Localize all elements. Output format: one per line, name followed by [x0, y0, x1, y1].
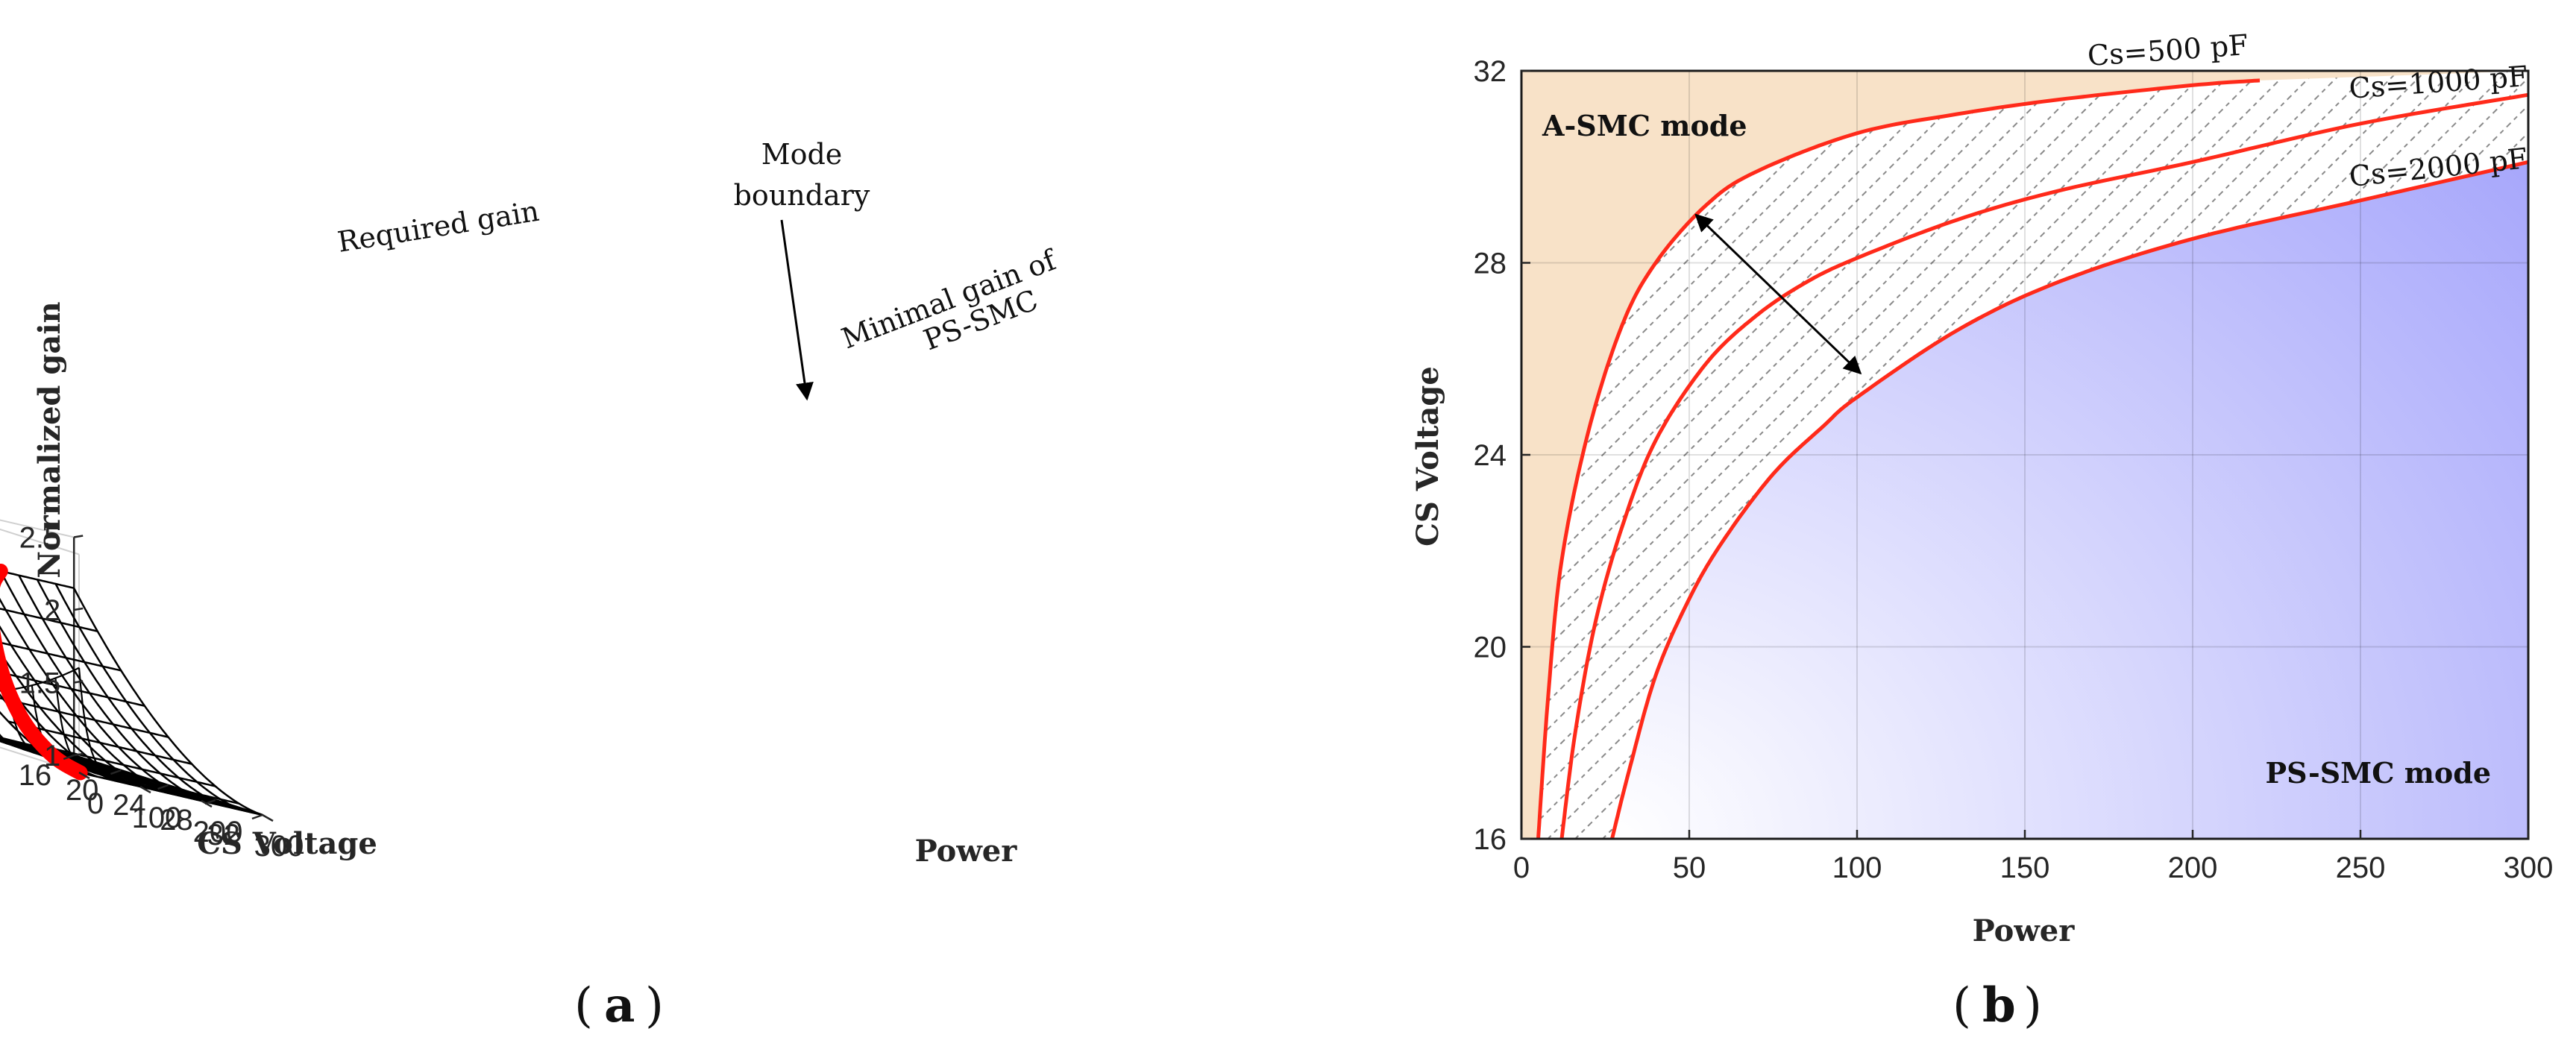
panel-a-caption-letter: a	[604, 977, 635, 1033]
chart-b-xtick-label: 200	[2168, 851, 2218, 884]
chart-a-gain-tick	[73, 752, 84, 757]
chart-a-box-edge	[0, 528, 80, 555]
chart-a-power-tick-label: 200	[193, 816, 243, 849]
chart-b-ytick-label: 28	[1474, 248, 1507, 280]
panel-b-caption-close: )	[2023, 978, 2042, 1033]
chart-b-xtick-label: 100	[1832, 851, 1882, 884]
chart-b-ps-smc-region	[1612, 71, 2528, 839]
chart-b-xtick-label: 300	[2504, 851, 2554, 884]
chart-a-power-tick	[262, 813, 274, 822]
chart-a-gain-tick-label: 1.5	[19, 667, 61, 700]
chart-b-xtick-label: 250	[2336, 851, 2386, 884]
chart-a-voltage-tick-label: 20	[66, 774, 99, 807]
chart-a-voltage-tick	[157, 784, 169, 790]
chart-a-required-gain-mesh-line	[73, 588, 263, 816]
chart-a-voltage-tick-label: 32	[207, 819, 241, 851]
chart-a-gain-axis-label: Normalized gain	[32, 301, 67, 578]
chart-a-power-tick	[201, 799, 213, 808]
chart-a-required-gain-mesh-line	[18, 575, 208, 804]
chart-b-ytick-label: 32	[1474, 55, 1507, 88]
chart-a-gain-tick-label: 1	[44, 740, 60, 772]
chart-b-ticks: 0 50 100 150 200 250 300 16 20 24 28 32	[1474, 55, 2554, 884]
chart-a-mode-boundary-annotation-line2: boundary	[734, 179, 870, 212]
chart-a-voltage-tick	[110, 769, 122, 775]
chart-b-series-line	[1536, 78, 2261, 840]
chart-a-required-gain-mesh-line	[0, 650, 135, 787]
chart-a-voltage-tick-label: 16	[19, 759, 52, 792]
chart-a-power-axis-label: Power	[915, 834, 1018, 869]
chart-a-power-tick-label: 300	[254, 830, 304, 863]
chart-b-ytick-label: 16	[1474, 823, 1507, 856]
chart-b-xtick-label: 50	[1673, 851, 1706, 884]
chart-b-range-arrow	[1694, 213, 1862, 375]
chart-a-voltage-tick-label: 24	[113, 789, 146, 822]
chart-b-series-line	[1610, 160, 2529, 840]
chart-a-gain-tick	[73, 607, 84, 611]
panel-b-caption: ( b )	[1953, 977, 2042, 1033]
chart-a: 1 1.5 2 2.5 16 20 24 28 32 0 100 200 300 Normalized …	[0, 138, 1062, 869]
chart-a-power-tick	[139, 785, 151, 794]
chart-a-minimal-gain-mesh-line	[0, 667, 80, 692]
chart-a-power-tick-label: 100	[132, 802, 182, 834]
chart-a-box-edge	[0, 519, 75, 538]
chart-a-required-gain-mesh-line	[54, 583, 245, 812]
chart-b-a-smc-label: A-SMC mode	[1542, 109, 1747, 142]
chart-b-ytick-label: 24	[1474, 439, 1507, 472]
chart-a-gain-tick	[73, 535, 84, 538]
chart-a-mode-boundary-annotation-line1: Mode	[761, 138, 843, 171]
chart-a-required-gain-mesh-line	[36, 579, 227, 807]
chart-a-voltage-tick-label: 28	[160, 804, 193, 837]
panel-b-caption-letter: b	[1982, 977, 2016, 1033]
chart-b-xtick-label: 0	[1513, 851, 1530, 884]
chart-a-power-tick	[78, 771, 90, 780]
chart-a-mode-boundary-line	[0, 563, 88, 781]
chart-a-voltage-axis-label: CS Voltage	[197, 826, 377, 861]
chart-a-required-gain-mesh-line	[0, 625, 153, 790]
chart-a-required-gain-mesh-line	[0, 570, 190, 799]
chart-a-gain-tick-label: 2	[44, 594, 60, 627]
panel-a-caption: ( a )	[574, 977, 664, 1033]
chart-b-yaxis-label: CS Voltage	[1410, 366, 1445, 547]
chart-a-ticks: 1 1.5 2 2.5 16 20 24 28 32 0 100 200 300	[19, 522, 304, 863]
chart-a-required-gain-mesh-line	[0, 570, 75, 590]
panel-a-caption-close: )	[645, 978, 664, 1033]
panel-a-caption-open: (	[574, 978, 593, 1033]
chart-a-box-edge	[0, 746, 80, 773]
chart-a-gain-tick-label: 2.5	[19, 522, 61, 555]
chart-b-ps-smc-label: PS-SMC mode	[2266, 756, 2491, 790]
chart-a-power-tick-label: 0	[87, 787, 104, 820]
chart-a-gain-tick	[73, 680, 84, 684]
chart-a-required-gain-annotation: Required gain	[336, 195, 541, 259]
chart-b-series-label: Cs=500 pF	[2087, 28, 2249, 72]
panel-b-caption-open: (	[1953, 978, 1971, 1033]
chart-a-voltage-tick	[251, 813, 263, 820]
chart-a-voltage-tick	[63, 754, 75, 761]
chart-b-xaxis-label: Power	[1973, 913, 2076, 948]
chart-a-required-gain-mesh-line	[0, 597, 172, 795]
chart-b-ytick-label: 20	[1474, 632, 1507, 664]
chart-a-mode-boundary-pointer	[780, 219, 814, 401]
chart-b-xtick-label: 150	[2000, 851, 2050, 884]
